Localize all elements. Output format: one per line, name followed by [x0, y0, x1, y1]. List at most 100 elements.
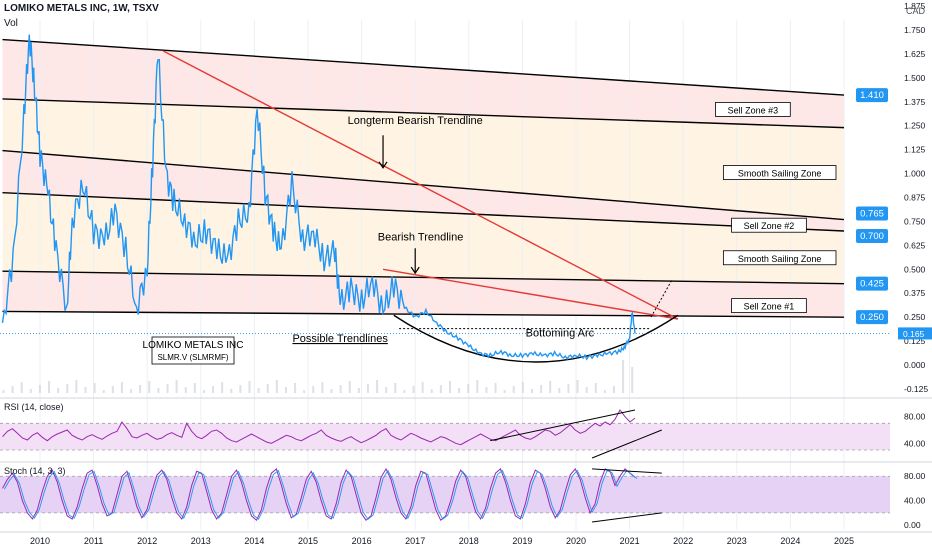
annotation-layer: Sell Zone #3 Longterm Bearish Trendline Sm…	[143, 102, 837, 365]
rsi-wedge-top	[490, 409, 636, 442]
rsi-line	[2, 409, 636, 446]
x-tick-15: 2025	[834, 536, 854, 546]
annotation-6: Sell Zone #1	[744, 302, 795, 312]
volume-bar-49	[448, 381, 451, 393]
volume-bar-25	[230, 389, 233, 393]
annotation-3: Sell Zone #2	[744, 221, 795, 231]
x-tick-10: 2020	[566, 536, 586, 546]
x-tick-6: 2016	[352, 536, 372, 546]
volume-bar-54	[494, 383, 497, 393]
x-tick-8: 2018	[459, 536, 479, 546]
y-tick-11: 0.500	[904, 264, 926, 274]
volume-bar-34	[312, 386, 315, 393]
x-tick-12: 2022	[673, 536, 693, 546]
volume-bar-62	[567, 384, 570, 393]
volume-bar-58	[530, 389, 533, 393]
channel-line-0	[2, 38, 845, 96]
volume-bar-55	[503, 390, 506, 393]
rsi-pane: 80.00 40.00 RSI (14, close)	[0, 402, 926, 459]
volume-bar-40	[366, 384, 369, 393]
volume-bar-28	[257, 388, 260, 393]
volume-bar-10	[93, 383, 96, 393]
stoch-pane: 80.00 40.00 0.00 Stoch (14, 3, 3)	[0, 466, 926, 530]
rsi-wedge-bottom	[591, 429, 662, 459]
stoch-line	[2, 467, 636, 522]
volume-bar-8	[75, 380, 78, 393]
volume-bar-4	[38, 385, 41, 393]
channel-line-2	[2, 149, 845, 221]
volume-bar-60	[549, 381, 552, 393]
volume-bar-47	[430, 389, 433, 393]
y-tick-9: 0.750	[904, 216, 926, 226]
volume-bar-69	[631, 367, 634, 393]
volume-bar-61	[558, 388, 561, 393]
x-tick-5: 2015	[298, 536, 318, 546]
volume-bar-5	[48, 381, 51, 393]
annotation-box-0	[715, 102, 791, 117]
y-tick-2: 1.625	[904, 49, 926, 59]
stoch-y-tick-1: 40.00	[904, 496, 926, 506]
volume-bar-56	[512, 386, 515, 393]
x-tick-2: 2012	[137, 536, 157, 546]
volume-bar-42	[385, 387, 388, 393]
volume-bar-1	[11, 386, 14, 393]
volume-bar-38	[348, 381, 351, 393]
stoch-y-tick-0: 80.00	[904, 471, 926, 481]
trendline-0	[162, 50, 679, 320]
volume-bar-27	[248, 381, 251, 393]
volume-bar-33	[303, 390, 306, 393]
volume-bar-29	[266, 384, 269, 393]
volume-bar-52	[476, 380, 479, 393]
x-tick-11: 2021	[620, 536, 640, 546]
volume-bar-67	[612, 386, 615, 393]
stoch-wedge-top	[592, 468, 662, 474]
volume-bar-2	[20, 382, 23, 393]
volume-bar-65	[594, 383, 597, 393]
x-tick-13: 2023	[727, 536, 747, 546]
y-tick-8: 0.875	[904, 193, 926, 203]
level-flag-1	[856, 206, 888, 221]
volume-bar-41	[376, 380, 379, 393]
volume-bar-0	[2, 390, 5, 393]
y-tick-12: 0.375	[904, 288, 926, 298]
annotation-box-5	[722, 250, 837, 266]
level-label-4: 0.250	[860, 312, 884, 323]
level-flag-4	[856, 310, 888, 325]
y-tick-3: 1.500	[904, 73, 926, 83]
volume-bar-13	[120, 382, 123, 393]
volume-bar-21	[193, 383, 196, 393]
chart-title: LOMIKO METALS INC, 1W, TSXV	[4, 3, 159, 14]
bottoming-arc	[393, 314, 679, 363]
y-tick-7: 1.000	[904, 169, 926, 179]
volume-bar-6	[57, 388, 60, 393]
volume-bar-3	[29, 389, 32, 393]
x-tick-7: 2017	[405, 536, 425, 546]
logo-line1: LOMIKO METALS INC	[143, 340, 244, 351]
volume-bar-16	[148, 381, 151, 393]
x-tick-4: 2014	[244, 536, 264, 546]
breakout-dotted	[650, 278, 673, 318]
x-tick-0: 2010	[30, 536, 50, 546]
level-flag-0	[856, 88, 888, 103]
stoch-y-tick-2: 0.00	[904, 520, 921, 530]
volume-bar-59	[540, 385, 543, 393]
volume-label: Vol	[4, 18, 18, 29]
volume-bar-39	[357, 388, 360, 393]
volume-bar-57	[521, 382, 524, 393]
annotation-box-3	[731, 217, 807, 233]
volume-bar-31	[284, 387, 287, 393]
volume-bar-45	[412, 386, 415, 393]
volume-bar-46	[421, 382, 424, 393]
annotation-0: Sell Zone #3	[728, 105, 779, 115]
y-tick-10: 0.625	[904, 240, 926, 250]
zone-band-4	[2, 271, 845, 318]
volume-bar-48	[439, 385, 442, 393]
channel-line-1	[2, 98, 845, 129]
volume-bar-7	[66, 384, 69, 393]
currency-label: CAD	[906, 6, 926, 16]
last-price-flag	[898, 327, 932, 340]
volume-bar-53	[485, 387, 488, 393]
